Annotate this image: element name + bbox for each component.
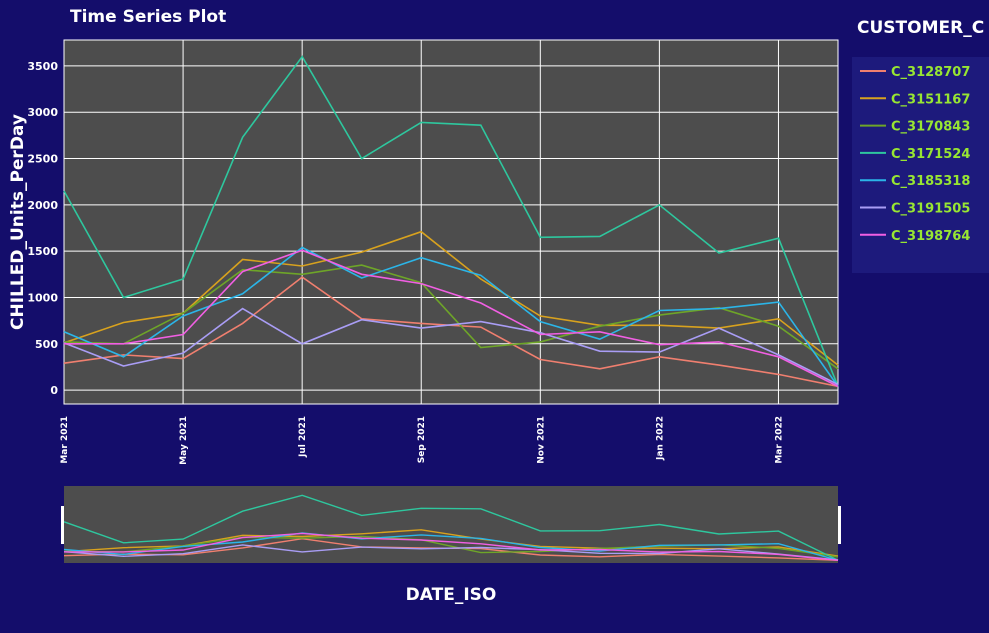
series-line[interactable]	[63, 307, 839, 386]
legend-label: C_3185318	[891, 174, 970, 189]
y-tick-label: 2000	[27, 199, 58, 212]
range-slider-left-handle[interactable]	[61, 506, 64, 544]
legend-box	[852, 57, 989, 273]
legend-item[interactable]: C_3198764	[860, 229, 970, 244]
series-line[interactable]	[63, 230, 839, 366]
overview-series-line	[63, 532, 839, 561]
series-lines	[63, 55, 839, 388]
series-line[interactable]	[64, 249, 839, 388]
legend-label: C_3198764	[891, 229, 970, 244]
legend-label: C_3171524	[891, 147, 970, 162]
y-tick-label: 1000	[27, 291, 58, 304]
legend-item[interactable]: C_3171524	[860, 147, 970, 162]
x-tick-label: Nov 2021	[536, 416, 546, 464]
range-slider-series	[63, 494, 839, 561]
series-line[interactable]	[63, 246, 839, 387]
x-axis-ticks: Mar 2021 May 2021 Jul 2021 Sep 2021 Nov 2021…	[60, 416, 784, 465]
legend-label: C_3151167	[891, 92, 970, 107]
y-tick-label: 0	[50, 384, 58, 397]
overview-series-line	[63, 544, 839, 561]
grid-lines	[63, 40, 838, 404]
legend-item[interactable]: C_3191505	[860, 202, 970, 217]
overview-series-line	[64, 532, 839, 561]
x-tick-label: Jul 2021	[298, 416, 308, 458]
y-axis-ticks: 0 500 1000 1500 2000 2500 3000 3500	[27, 60, 58, 397]
range-slider-right-handle[interactable]	[838, 506, 841, 544]
overview-series-line	[63, 494, 839, 561]
y-axis-title: CHILLED_Units_PerDay	[8, 114, 28, 330]
legend-title: CUSTOMER_C	[857, 18, 984, 38]
y-tick-label: 1500	[27, 245, 58, 258]
series-line[interactable]	[63, 55, 839, 387]
legend-label: C_3170843	[891, 120, 970, 135]
legend-label: C_3128707	[891, 65, 970, 80]
legend-item[interactable]: C_3185318	[860, 174, 970, 189]
y-tick-label: 500	[35, 338, 58, 351]
x-tick-label: Sep 2021	[417, 416, 427, 463]
legend-item[interactable]: C_3151167	[860, 92, 970, 107]
x-tick-label: Mar 2022	[774, 416, 784, 464]
x-tick-label: Mar 2021	[60, 416, 70, 464]
y-tick-label: 3500	[27, 60, 58, 73]
y-tick-label: 2500	[27, 153, 58, 166]
x-axis-title: DATE_ISO	[406, 585, 497, 605]
legend-label: C_3191505	[891, 202, 970, 217]
chart-title: Time Series Plot	[70, 7, 226, 27]
legend-item[interactable]: C_3170843	[860, 120, 970, 135]
legend-item[interactable]: C_3128707	[860, 65, 970, 80]
x-tick-label: Jan 2022	[655, 416, 665, 461]
y-tick-label: 3000	[27, 106, 58, 119]
legend: C_3128707 C_3151167 C_3170843 C_3171524 C_31…	[860, 65, 970, 244]
x-tick-label: May 2021	[179, 416, 189, 465]
plot-area	[63, 39, 839, 405]
